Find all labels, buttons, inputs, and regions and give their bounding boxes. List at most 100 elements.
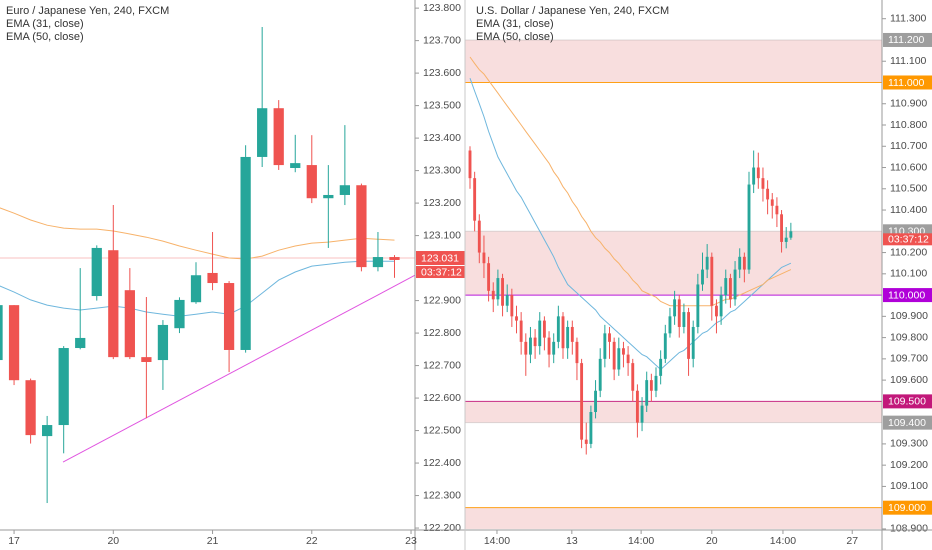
candle-body [157, 324, 169, 361]
candle-body [468, 150, 472, 179]
candle-body [519, 320, 523, 342]
candle-body [108, 250, 119, 358]
candle-body [42, 425, 53, 437]
candle-body [691, 326, 695, 359]
y-tick-label: 109.800 [890, 331, 928, 343]
candle-body [141, 357, 152, 362]
y-tick-label: 110.200 [890, 246, 927, 258]
legend-entry: EMA (31, close) [6, 18, 84, 30]
y-tick-label: 109.100 [890, 480, 928, 492]
candle-body [524, 341, 528, 355]
candle-body [673, 299, 677, 317]
candle-body [612, 341, 616, 370]
level-label-box [883, 500, 932, 515]
candle-body [190, 275, 202, 303]
level-label: 111.000 [888, 77, 925, 89]
candle-body [598, 358, 602, 391]
ema-line [469, 56, 792, 307]
candle-body [659, 358, 663, 376]
candle-body [677, 299, 681, 327]
candle-body [473, 178, 477, 221]
last-price-label: 123.031 [421, 252, 459, 264]
y-tick-label: 123.800 [423, 2, 461, 14]
zone [465, 231, 882, 296]
candle-body [663, 333, 667, 359]
ema-line [469, 78, 792, 371]
candle-body [770, 199, 774, 206]
candle-body [491, 290, 495, 300]
plot-area [0, 26, 415, 504]
candle-body [25, 380, 36, 436]
candle-body [594, 390, 597, 413]
candle-body [766, 188, 770, 200]
zone [465, 401, 882, 423]
candle-body [775, 205, 779, 215]
level-label: 109.000 [888, 502, 926, 514]
countdown-label: 03:37:12 [888, 234, 929, 246]
candle-body [668, 316, 672, 334]
candle-body [780, 214, 783, 242]
candle-body [715, 305, 718, 317]
candle-body [8, 305, 20, 381]
y-tick-label: 122.800 [423, 327, 461, 339]
candle-body [174, 299, 185, 329]
candle-body [719, 295, 723, 317]
candle-body [542, 320, 546, 338]
legend-entry: EMA (31, close) [476, 18, 554, 30]
candle-body [603, 333, 607, 359]
y-tick-label: 122.300 [423, 489, 461, 501]
candle-body [761, 178, 765, 189]
candle-body [91, 247, 102, 297]
level-label-box [883, 75, 932, 90]
candle-body [496, 278, 500, 300]
candle-body [784, 237, 788, 242]
y-tick-label: 110.500 [890, 183, 927, 195]
candle-body [635, 390, 639, 423]
x-tick-label: 27 [846, 535, 858, 547]
y-tick-label: 110.800 [890, 119, 927, 131]
x-tick-label: 14:00 [770, 535, 796, 547]
y-tick-label: 108.900 [890, 523, 928, 535]
y-tick-label: 123.300 [423, 164, 461, 176]
candle-body [273, 108, 284, 166]
candle-body [487, 263, 491, 291]
y-tick-label: 109.600 [890, 374, 928, 386]
countdown-box [883, 233, 932, 246]
level-label: 111.200 [888, 34, 925, 46]
candle-body [789, 231, 793, 238]
candle-body [547, 337, 551, 355]
candle-body [705, 256, 709, 270]
candle-body [631, 363, 635, 391]
countdown-label: 03:37:12 [421, 266, 462, 278]
x-tick-label: 14:00 [628, 535, 654, 547]
candle-body [510, 295, 514, 317]
candle-body [529, 337, 532, 355]
trendline [62, 274, 415, 463]
candle-body [589, 412, 593, 444]
candle-body [622, 348, 625, 355]
candle-body [372, 257, 384, 268]
zone [465, 507, 882, 529]
candle-body [724, 278, 728, 296]
level-label-box [883, 394, 932, 409]
candle-body [742, 256, 746, 270]
candle-body [240, 156, 251, 350]
chart-title: Euro / Japanese Yen, 240, FXCM [6, 5, 169, 17]
y-tick-label: 109.300 [890, 438, 928, 450]
level-label-box [883, 288, 932, 303]
x-tick-label: 14:00 [484, 535, 510, 547]
candle-body [223, 283, 235, 350]
candle-body [356, 185, 367, 268]
candle-body [538, 320, 542, 347]
candle-body [575, 341, 579, 364]
candle-body [207, 272, 218, 284]
candle-body [389, 257, 400, 260]
candle-body [561, 316, 565, 349]
candle-body [0, 305, 3, 361]
candle-body [738, 256, 742, 270]
candle-body [701, 269, 704, 285]
y-tick-label: 122.700 [423, 359, 461, 371]
y-tick-label: 122.900 [423, 294, 461, 306]
level-label-box [883, 415, 932, 430]
